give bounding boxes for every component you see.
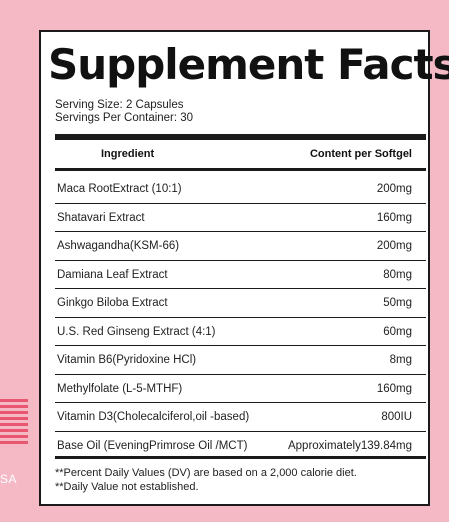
ingredient-amount: 200mg xyxy=(376,183,412,195)
ingredient-name: Ashwagandha(KSM-66) xyxy=(57,240,180,252)
table-row: Maca RootExtract (10:1) 200mg xyxy=(55,175,426,204)
header-ingredient: Ingredient xyxy=(101,148,155,160)
ingredient-amount: 60mg xyxy=(383,325,412,338)
ingredient-name: Vitamin D3(Cholecalciferol,oil -based) xyxy=(57,411,250,423)
panel-title: Supplement Facts xyxy=(48,40,449,89)
ingredient-name: Ginkgo Biloba Extract xyxy=(57,297,168,309)
table-row: Vitamin D3(Cholecalciferol,oil -based) 8… xyxy=(55,403,426,432)
ingredient-amount: 50mg xyxy=(383,297,412,309)
header-content: Content per Softgel xyxy=(309,148,412,160)
ingredient-name: Damiana Leaf Extract xyxy=(57,268,168,281)
ingredient-name: Shatavari Extract xyxy=(57,211,145,224)
serving-info: Serving Size: 2 Capsules Servings Per Co… xyxy=(55,99,193,125)
footnotes: **Percent Daily Values (DV) are based on… xyxy=(55,466,357,494)
ingredient-amount: 160mg xyxy=(376,382,412,395)
servings-per-container: Servings Per Container: 30 xyxy=(55,112,194,124)
divider-thick xyxy=(55,134,426,140)
ingredient-name: Methylfolate (L-5-MTHF) xyxy=(57,382,183,395)
ingredient-name: Base Oil (EveningPrimrose Oil /MCT) xyxy=(57,439,248,452)
table-row: Ginkgo Biloba Extract 50mg xyxy=(55,289,426,318)
footnote-daily-values: **Percent Daily Values (DV) are based on… xyxy=(55,467,357,479)
ingredient-name: Maca RootExtract (10:1) xyxy=(57,183,182,195)
table-header: Ingredient Content per Softgel xyxy=(55,140,426,168)
table-row: Ashwagandha(KSM-66) 200mg xyxy=(55,232,426,261)
divider-header xyxy=(55,168,426,171)
ingredient-amount: 800IU xyxy=(381,411,412,423)
ingredient-amount: 8mg xyxy=(389,354,412,366)
table-row: U.S. Red Ginseng Extract (4:1) 60mg xyxy=(55,318,426,346)
footnote-not-established: **Daily Value not established. xyxy=(55,481,199,493)
ingredient-name: U.S. Red Ginseng Extract (4:1) xyxy=(57,325,216,338)
table-row: Methylfolate (L-5-MTHF) 160mg xyxy=(55,375,426,403)
ingredient-list: Maca RootExtract (10:1) 200mg Shatavari … xyxy=(55,175,426,459)
ingredient-amount: Approximately139.84mg xyxy=(287,439,412,452)
ingredient-name: Vitamin B6(Pyridoxine HCl) xyxy=(57,354,197,366)
country-text: SA xyxy=(0,472,18,486)
ingredient-amount: 200mg xyxy=(376,240,412,252)
divider-bottom xyxy=(55,456,426,459)
table-row: Vitamin B6(Pyridoxine HCl) 8mg xyxy=(55,346,426,375)
ingredient-amount: 80mg xyxy=(383,268,412,281)
flag-stripes-icon xyxy=(0,399,28,447)
table-row: Damiana Leaf Extract 80mg xyxy=(55,261,426,289)
table-row: Base Oil (EveningPrimrose Oil /MCT) Appr… xyxy=(55,432,426,460)
table-row: Shatavari Extract 160mg xyxy=(55,204,426,232)
serving-size: Serving Size: 2 Capsules xyxy=(55,99,184,111)
ingredient-amount: 160mg xyxy=(376,211,412,224)
supplement-facts-panel: Supplement Facts Serving Size: 2 Capsule… xyxy=(39,30,449,506)
